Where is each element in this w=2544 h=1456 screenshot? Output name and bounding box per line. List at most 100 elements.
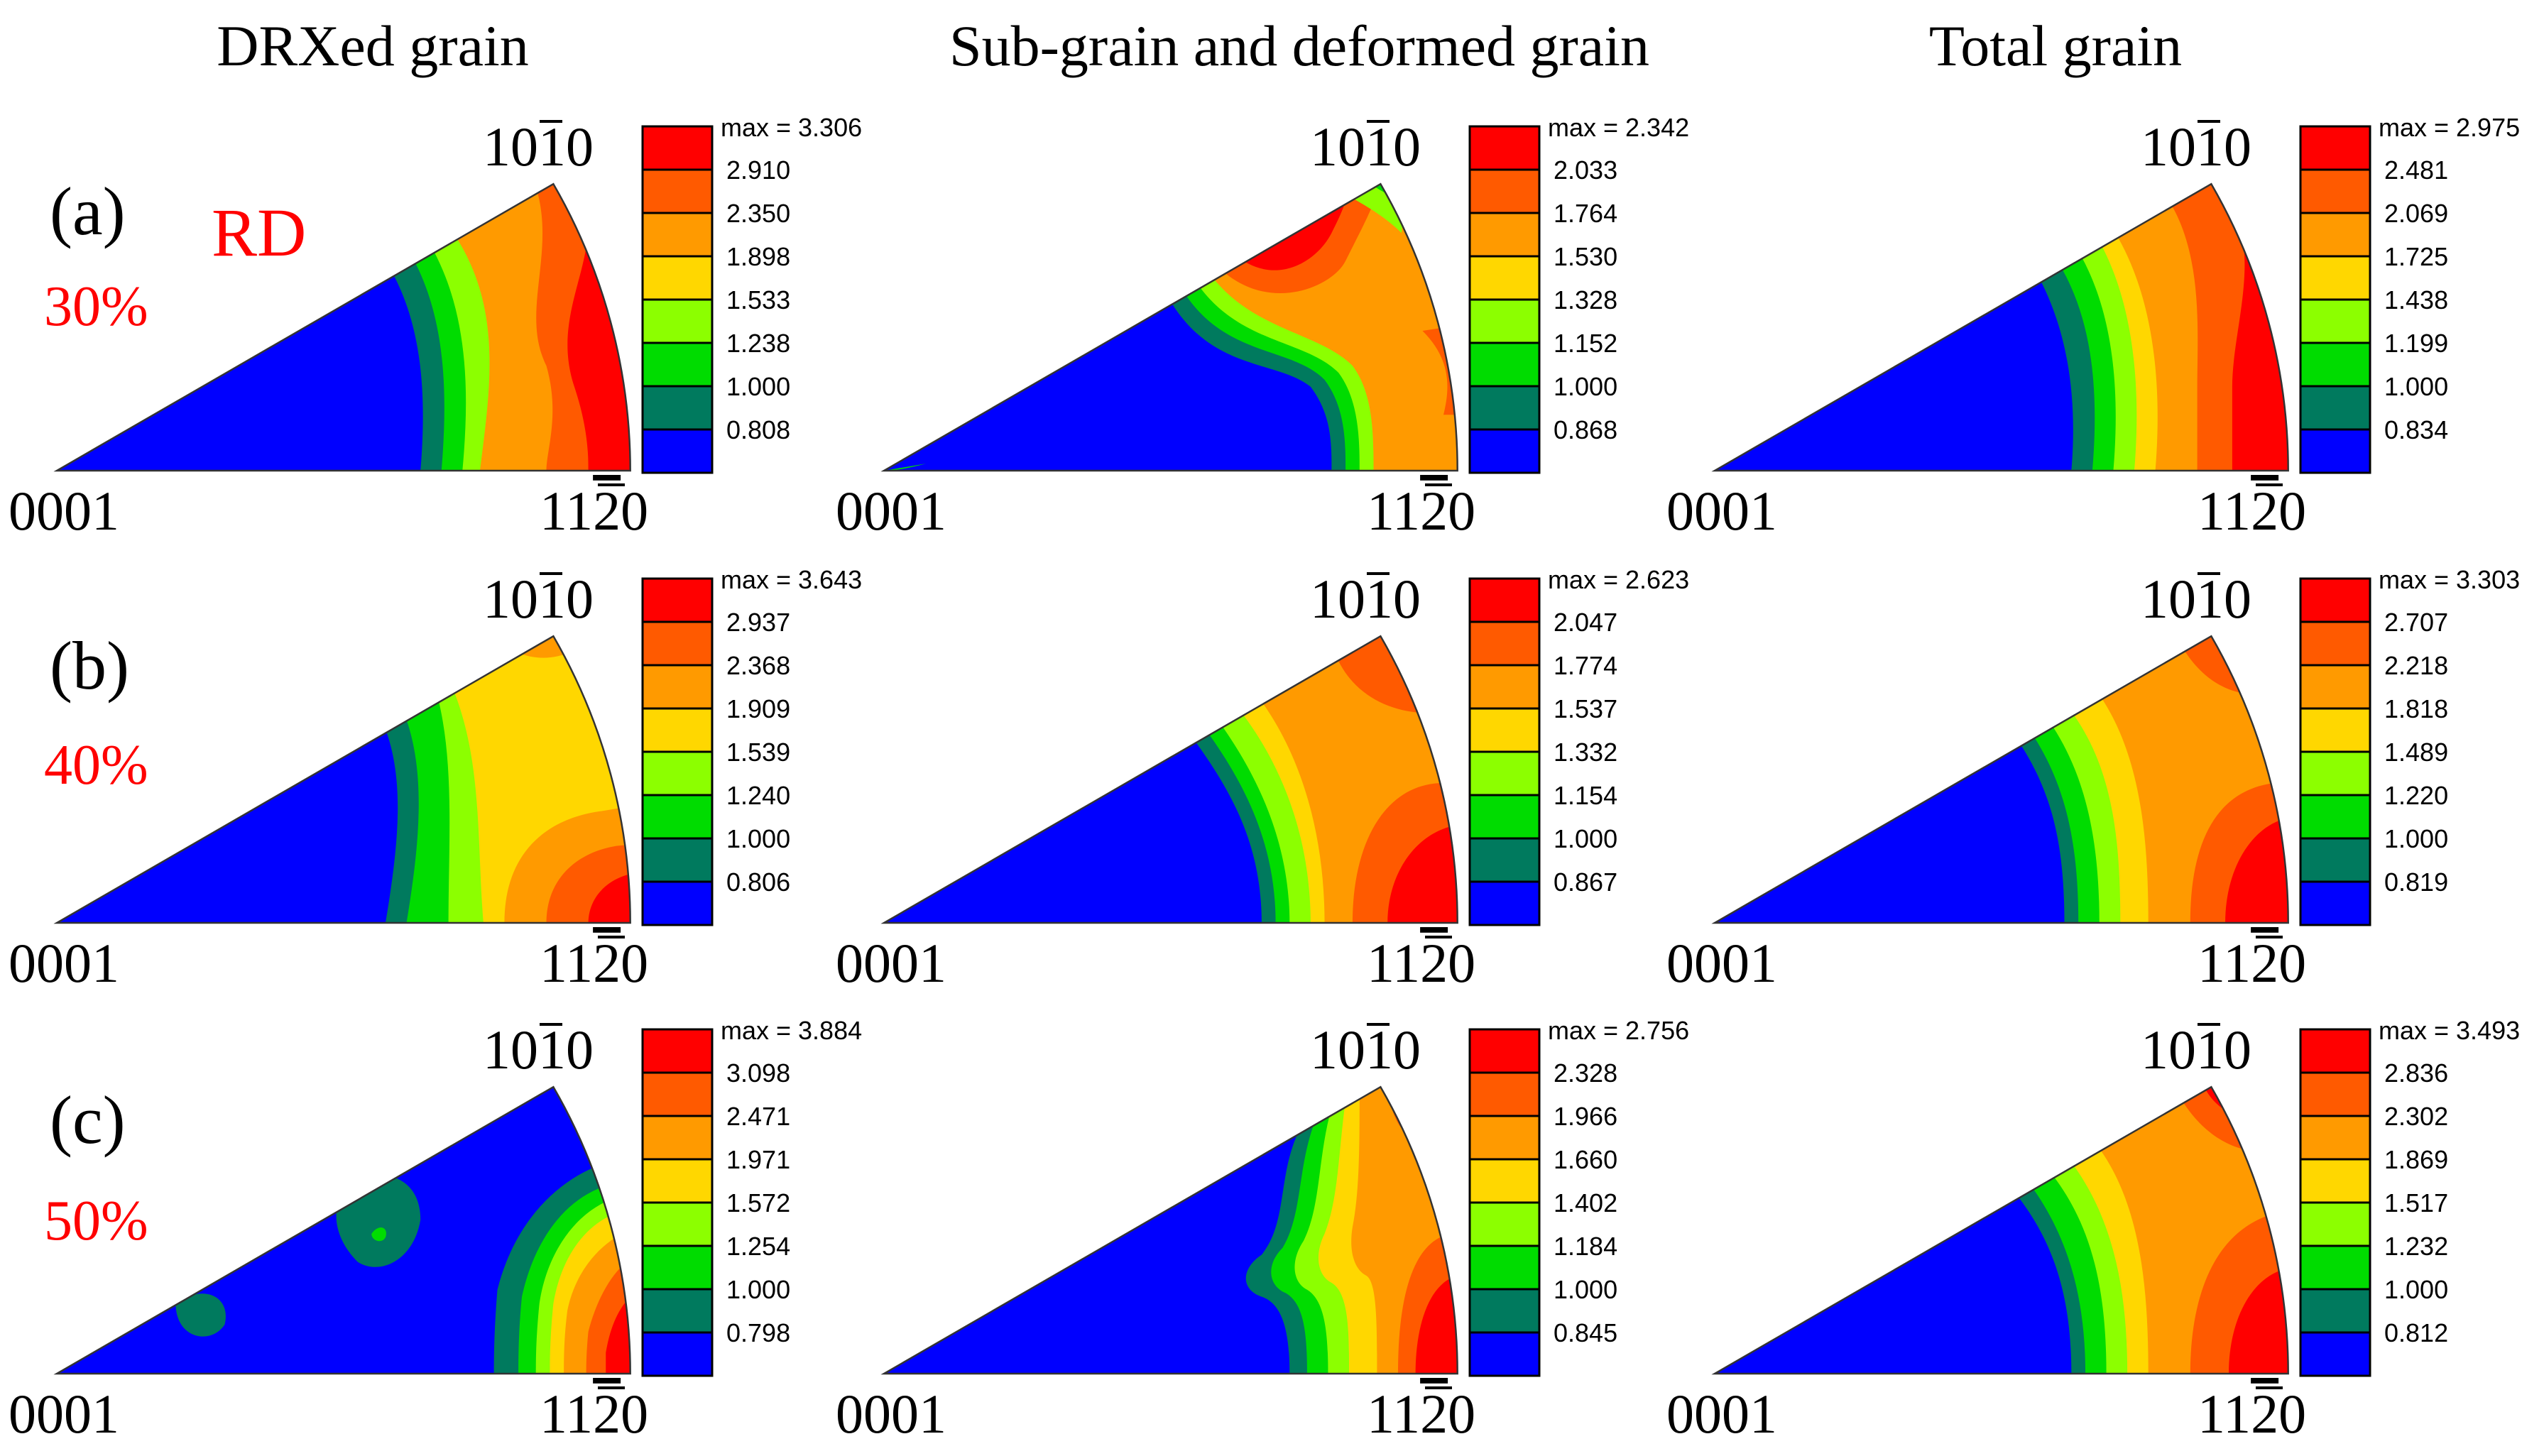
pole-label-0001: 0001	[9, 1383, 119, 1445]
colorbar-cell-6	[1468, 620, 1541, 667]
colorbar-max-label: max = 2.756	[1548, 1016, 1689, 1045]
colorbar-level-label: 2.033	[1554, 155, 1617, 185]
colorbar-level-label: 1.764	[1554, 199, 1617, 228]
ipf-panel-c-2: 0001 1120 1010 max = 2.756 2.328 1.966 1.660 1.…	[836, 1016, 1689, 1445]
colorbar-cell-0	[2299, 428, 2371, 474]
colorbar-max-label: max = 3.884	[721, 1016, 862, 1045]
colorbar-cell-2	[2299, 341, 2371, 388]
contour-level-1	[1072, 1238, 1088, 1258]
colorbar-cell-7	[1468, 1028, 1541, 1074]
colorbar-cell-5	[2299, 1115, 2371, 1161]
pole-label-0001: 0001	[836, 1383, 946, 1445]
colorbar-level-label: 1.000	[2384, 824, 2448, 853]
colorbar-cell-6	[1468, 168, 1541, 214]
colorbar-cell-6	[1468, 1071, 1541, 1117]
colorbar-level-label: 1.000	[1554, 372, 1617, 401]
column-title-drxed: DRXed grain	[217, 13, 529, 78]
colorbar-level-label: 2.047	[1554, 608, 1617, 637]
column-title-total: Total grain	[1929, 13, 2182, 78]
colorbar-cell-3	[2299, 298, 2371, 344]
contour-level-7	[1415, 1269, 1458, 1374]
pole-label-0001: 0001	[1666, 480, 1777, 542]
sector-outline	[880, 1085, 1458, 1375]
pole-label-10-10: 1010	[2141, 1019, 2251, 1080]
pole-label-0001: 0001	[1666, 932, 1777, 994]
colorbar-cell-5	[2299, 212, 2371, 258]
colorbar-cell-4	[2299, 1158, 2371, 1204]
colorbar-level-label: 1.517	[2384, 1188, 2448, 1217]
contour-level-7	[606, 1289, 630, 1374]
pole-label-10-10: 1010	[483, 568, 594, 630]
colorbar-level-label: 1.898	[726, 242, 790, 271]
colorbar-level-label: 1.254	[726, 1232, 790, 1261]
strain-label-30: 30%	[44, 275, 148, 338]
pole-label-10-10: 1010	[1310, 1019, 1421, 1080]
colorbar-cell-6	[641, 620, 714, 667]
pole-label-10-10: 1010	[483, 1019, 594, 1080]
colorbar-cell-4	[641, 707, 714, 753]
colorbar-level-label: 1.533	[726, 285, 790, 314]
colorbar-level-label: 2.368	[726, 651, 790, 680]
colorbar-level-label: 1.000	[2384, 1275, 2448, 1304]
colorbar-cell-1	[1468, 1288, 1541, 1334]
ipf-panel-b-2: 0001 1120 1010 max = 2.623 2.047 1.774 1.537 1.…	[836, 565, 1689, 994]
colorbar-max-label: max = 2.975	[2379, 113, 2520, 142]
contour-level-7	[588, 867, 630, 923]
pole-label-11-20: 1120	[540, 480, 648, 542]
colorbar-cell-6	[2299, 620, 2371, 667]
pole-label-0001: 0001	[836, 480, 946, 542]
colorbar-level-label: 1.238	[726, 329, 790, 358]
colorbar-cell-7	[1468, 577, 1541, 623]
colorbar-level-label: 1.000	[726, 1275, 790, 1304]
colorbar-level-label: 0.798	[726, 1318, 790, 1347]
colorbar-cell-0	[641, 1331, 714, 1377]
colorbar: max = 2.342 2.033 1.764 1.530 1.328 1.152 1.00…	[1468, 113, 1689, 474]
colorbar-cell-3	[2299, 750, 2371, 797]
sector-outline	[1711, 182, 2289, 472]
colorbar-cell-0	[1468, 880, 1541, 926]
colorbar-level-label: 1.184	[1554, 1232, 1617, 1261]
colorbar-cell-6	[2299, 168, 2371, 214]
pole-label-11-20: 1120	[1367, 1383, 1475, 1445]
pole-label-11-20: 1120	[2198, 932, 2306, 994]
rd-label: RD	[212, 195, 306, 270]
colorbar-level-label: 1.725	[2384, 242, 2448, 271]
colorbar-level-label: 2.910	[726, 155, 790, 185]
row-label-b: (b)	[50, 628, 129, 704]
colorbar-cell-1	[641, 837, 714, 883]
colorbar-level-label: 1.530	[1554, 242, 1617, 271]
colorbar-cell-0	[641, 428, 714, 474]
strain-label-40: 40%	[44, 734, 148, 797]
pole-label-10-10: 1010	[483, 116, 594, 177]
colorbar-level-label: 2.302	[2384, 1102, 2448, 1131]
colorbar-cell-3	[1468, 750, 1541, 797]
sector-outline	[53, 182, 631, 472]
colorbar-cell-2	[1468, 794, 1541, 840]
pole-label-11-20: 1120	[540, 1383, 648, 1445]
colorbar-level-label: 1.232	[2384, 1232, 2448, 1261]
colorbar-cell-0	[641, 880, 714, 926]
colorbar-level-label: 1.154	[1554, 781, 1617, 810]
colorbar-cell-2	[641, 794, 714, 840]
colorbar-level-label: 1.539	[726, 738, 790, 767]
sector-outline	[880, 182, 1458, 472]
colorbar-level-label: 1.000	[1554, 824, 1617, 853]
colorbar-cell-3	[1468, 298, 1541, 344]
colorbar-cell-6	[641, 1071, 714, 1117]
colorbar-max-label: max = 3.493	[2379, 1016, 2520, 1045]
colorbar-level-label: 1.971	[726, 1145, 790, 1174]
pole-label-10-10: 1010	[2141, 116, 2251, 177]
colorbar-level-label: 1.402	[1554, 1188, 1617, 1217]
colorbar: max = 3.643 2.937 2.368 1.909 1.539 1.240 1.00…	[641, 565, 862, 926]
colorbar-level-label: 1.869	[2384, 1145, 2448, 1174]
pole-label-11-20: 1120	[1367, 932, 1475, 994]
pole-label-0001: 0001	[1666, 1383, 1777, 1445]
pole-label-0001: 0001	[9, 932, 119, 994]
colorbar-level-label: 0.812	[2384, 1318, 2448, 1347]
colorbar-cell-4	[2299, 707, 2371, 753]
colorbar-level-label: 2.350	[726, 199, 790, 228]
colorbar-cell-3	[2299, 1201, 2371, 1247]
colorbar-level-label: 0.806	[726, 867, 790, 897]
strain-label-50: 50%	[44, 1190, 148, 1252]
ipf-panels: 0001 1120 1010 max = 3.306 2.910 2.350 1.898 1.…	[9, 113, 2520, 1445]
